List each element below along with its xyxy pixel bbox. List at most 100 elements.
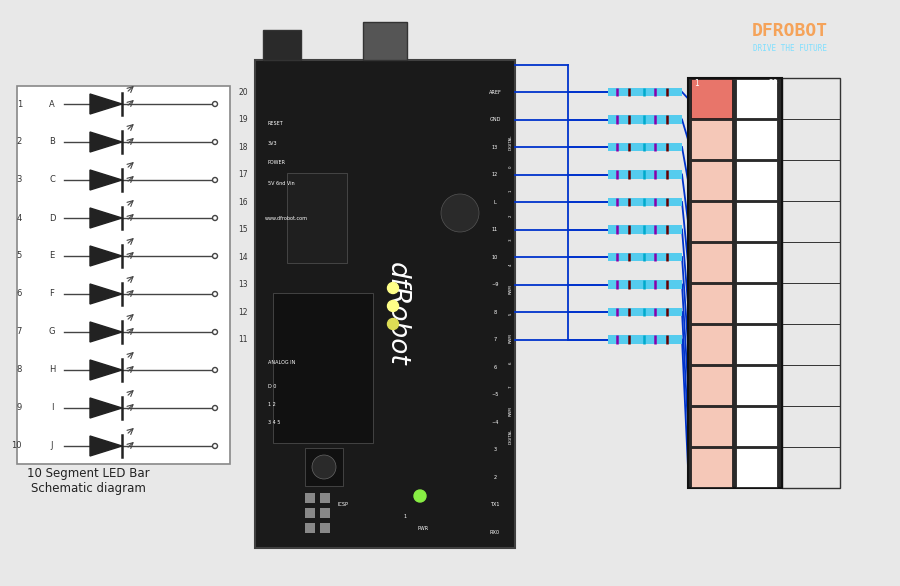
Text: TX1: TX1 bbox=[491, 502, 500, 507]
Text: 13: 13 bbox=[238, 280, 248, 289]
Bar bbox=[691, 284, 733, 323]
Bar bbox=[320, 508, 330, 518]
Text: B: B bbox=[50, 138, 55, 146]
Bar bbox=[691, 407, 733, 446]
Bar bbox=[305, 493, 315, 503]
Bar bbox=[608, 88, 682, 96]
Polygon shape bbox=[90, 322, 122, 342]
Text: PWM: PWM bbox=[509, 407, 513, 417]
Text: 3 4 5: 3 4 5 bbox=[268, 421, 281, 425]
Text: 1: 1 bbox=[403, 513, 406, 519]
Bar bbox=[691, 325, 733, 364]
Circle shape bbox=[212, 254, 218, 258]
Text: POWER: POWER bbox=[268, 161, 286, 165]
Polygon shape bbox=[90, 360, 122, 380]
Text: dfRobot: dfRobot bbox=[384, 262, 410, 366]
Text: DIGITAL: DIGITAL bbox=[509, 134, 513, 150]
Text: J: J bbox=[50, 441, 53, 451]
Circle shape bbox=[312, 455, 336, 479]
Text: H: H bbox=[49, 366, 55, 374]
Text: 10: 10 bbox=[12, 441, 22, 451]
Text: 6: 6 bbox=[16, 289, 22, 298]
Text: AREF: AREF bbox=[489, 90, 501, 94]
Text: ~9: ~9 bbox=[491, 282, 499, 287]
Text: 6: 6 bbox=[509, 361, 513, 364]
Bar bbox=[691, 161, 733, 200]
Text: PWM: PWM bbox=[509, 284, 513, 294]
Bar bbox=[736, 79, 778, 118]
Text: 4: 4 bbox=[509, 263, 513, 265]
Text: 20: 20 bbox=[769, 80, 778, 88]
Bar bbox=[736, 284, 778, 323]
Circle shape bbox=[212, 444, 218, 448]
Text: 19: 19 bbox=[238, 115, 248, 124]
Text: 3: 3 bbox=[16, 175, 22, 185]
Bar bbox=[736, 243, 778, 282]
Text: 1 2: 1 2 bbox=[268, 401, 275, 407]
Text: 14: 14 bbox=[238, 253, 248, 261]
Text: 2: 2 bbox=[17, 138, 22, 146]
Text: 4: 4 bbox=[17, 213, 22, 223]
Bar bbox=[691, 243, 733, 282]
Bar bbox=[608, 335, 682, 344]
Text: 15: 15 bbox=[238, 225, 248, 234]
Text: G: G bbox=[49, 328, 55, 336]
Text: 7: 7 bbox=[493, 337, 497, 342]
Bar bbox=[608, 225, 682, 234]
Text: 17: 17 bbox=[238, 170, 248, 179]
Circle shape bbox=[414, 490, 426, 502]
Bar bbox=[691, 120, 733, 159]
Text: ANALOG IN: ANALOG IN bbox=[268, 360, 295, 366]
Text: 3: 3 bbox=[509, 239, 513, 241]
Bar bbox=[363, 22, 407, 60]
Bar bbox=[287, 173, 347, 263]
Text: ~5: ~5 bbox=[491, 392, 499, 397]
Text: 3: 3 bbox=[493, 447, 497, 452]
Text: 5V 6nd Vin: 5V 6nd Vin bbox=[268, 180, 294, 186]
Text: 8: 8 bbox=[493, 309, 497, 315]
Polygon shape bbox=[90, 208, 122, 228]
Text: 7: 7 bbox=[509, 386, 513, 389]
Text: 11: 11 bbox=[492, 227, 498, 232]
Circle shape bbox=[212, 101, 218, 107]
Text: 10: 10 bbox=[491, 254, 499, 260]
Text: 1: 1 bbox=[694, 80, 698, 88]
Text: 16: 16 bbox=[238, 197, 248, 206]
Circle shape bbox=[212, 216, 218, 220]
Text: L: L bbox=[493, 199, 497, 205]
Text: I: I bbox=[50, 404, 53, 413]
Text: 13: 13 bbox=[492, 145, 498, 149]
Text: DRIVE THE FUTURE: DRIVE THE FUTURE bbox=[753, 43, 827, 53]
Bar bbox=[305, 448, 343, 486]
Text: 2: 2 bbox=[493, 475, 497, 479]
Text: 5: 5 bbox=[509, 312, 513, 315]
Text: ICSP: ICSP bbox=[337, 502, 348, 506]
Text: 6: 6 bbox=[493, 364, 497, 370]
Text: F: F bbox=[50, 289, 54, 298]
Text: 9: 9 bbox=[17, 404, 22, 413]
Bar bbox=[608, 280, 682, 289]
Bar bbox=[736, 161, 778, 200]
Bar bbox=[736, 407, 778, 446]
Bar bbox=[691, 366, 733, 405]
Circle shape bbox=[212, 367, 218, 373]
Text: 10 Segment LED Bar
Schematic diagram: 10 Segment LED Bar Schematic diagram bbox=[27, 467, 149, 495]
Text: PWM: PWM bbox=[509, 333, 513, 343]
Bar bbox=[255, 60, 515, 548]
Bar bbox=[736, 448, 778, 487]
Text: RX0: RX0 bbox=[490, 530, 500, 534]
Text: 20: 20 bbox=[238, 87, 248, 97]
Bar bbox=[691, 202, 733, 241]
Text: A: A bbox=[50, 100, 55, 108]
Text: 7: 7 bbox=[16, 328, 22, 336]
Text: D 0: D 0 bbox=[268, 383, 276, 389]
Bar bbox=[608, 115, 682, 124]
Bar bbox=[305, 508, 315, 518]
Text: 8: 8 bbox=[16, 366, 22, 374]
Text: D: D bbox=[49, 213, 55, 223]
Bar bbox=[736, 366, 778, 405]
Bar bbox=[17, 86, 230, 464]
Polygon shape bbox=[90, 170, 122, 190]
Circle shape bbox=[212, 139, 218, 145]
Circle shape bbox=[212, 329, 218, 335]
